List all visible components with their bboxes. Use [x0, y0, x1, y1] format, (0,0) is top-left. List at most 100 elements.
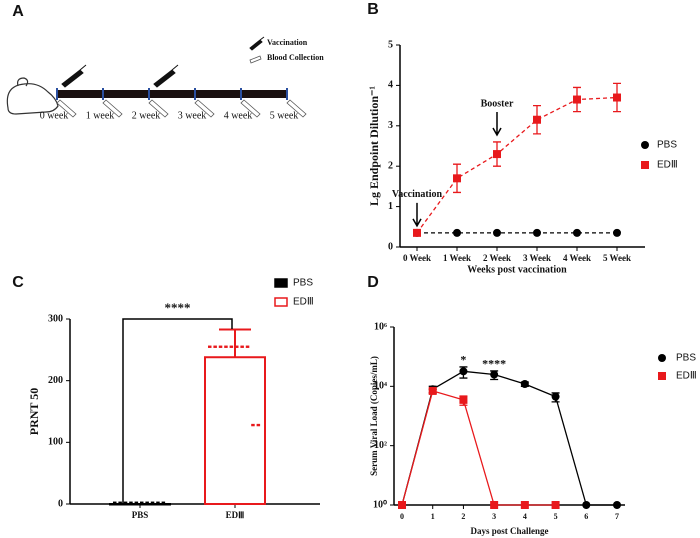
data-point: [235, 345, 239, 348]
y-tick-label: 1: [388, 201, 393, 212]
marker: [490, 501, 499, 509]
marker: [490, 370, 499, 379]
data-point: [129, 501, 133, 504]
y-tick-label: 4: [388, 80, 393, 91]
legend-label: EDⅢ: [657, 160, 678, 171]
annotation: *: [460, 353, 466, 367]
x-tick-label: 2 Week: [483, 253, 511, 263]
y-tick-label: 10²: [374, 440, 387, 451]
timeline-bar: [57, 90, 288, 98]
y-tick-label: 0: [58, 498, 63, 509]
annotation: Vaccination: [392, 189, 443, 200]
annotation: ****: [482, 357, 506, 371]
data-point: [229, 345, 234, 348]
panel-label: A: [12, 3, 24, 20]
data-point: [161, 501, 166, 504]
data-point: [134, 501, 139, 504]
week-label: 2 week: [132, 110, 161, 121]
x-tick-label: 3: [492, 512, 496, 521]
x-axis-label: Days post Challenge: [470, 526, 548, 536]
significance: ****: [165, 300, 191, 315]
panel-label: B: [367, 1, 379, 18]
legend-label: EDⅢ: [293, 297, 314, 308]
legend-swatch: [274, 297, 288, 307]
marker: [533, 228, 541, 237]
marker: [613, 501, 621, 509]
marker: [398, 501, 406, 509]
x-tick-label: 2: [461, 512, 465, 521]
y-tick-label: 0: [388, 241, 393, 252]
x-tick-label: 4: [523, 512, 527, 521]
collection-syringes: [56, 55, 307, 118]
y-tick-label: 10⁶: [374, 321, 387, 332]
y-axis-label: Lg Endpoint Dilution⁻¹: [367, 86, 381, 206]
x-tick-label: 1: [431, 512, 435, 521]
week-label: 4 week: [224, 110, 253, 121]
marker: [428, 386, 437, 395]
x-axis-label: Weeks post vaccination: [467, 264, 567, 275]
x-tick-label: 0 Week: [403, 253, 431, 263]
annotation-arrow: [492, 111, 502, 137]
data-point: [118, 501, 122, 504]
series-line: [401, 390, 556, 506]
bar: [204, 356, 266, 505]
week-ticks: [56, 88, 288, 100]
x-tick-label: 0: [400, 512, 404, 521]
marker: [520, 379, 529, 388]
x-tick-label: 4 Week: [563, 253, 591, 263]
legend-label: PBS: [293, 278, 313, 289]
x-tick-label: EDⅢ: [226, 510, 245, 520]
data-point: [150, 501, 155, 504]
legend-label: PBS: [676, 353, 696, 364]
mouse-icon: [6, 77, 59, 115]
marker: [533, 115, 541, 124]
y-tick-label: 2: [388, 160, 393, 171]
annotation: Booster: [481, 98, 514, 109]
x-tick-label: 7: [615, 512, 619, 521]
y-tick-label: 5: [388, 39, 393, 50]
data-point: [240, 345, 244, 348]
data-point: [213, 345, 217, 348]
marker: [573, 95, 581, 104]
marker: [459, 367, 468, 376]
x-tick-label: 5: [554, 512, 558, 521]
legend-label: Blood Collection: [267, 53, 324, 62]
marker: [582, 501, 591, 509]
x-tick-label: 6: [584, 512, 588, 521]
week-label: 5 week: [270, 110, 299, 121]
marker: [613, 228, 621, 237]
x-tick-label: 5 Week: [603, 253, 631, 263]
y-tick-label: 3: [388, 120, 393, 131]
y-axis-label: Serum Viral Load (Copies/mL): [369, 356, 379, 476]
y-tick-label: 200: [48, 375, 63, 386]
y-tick-label: 100: [48, 437, 63, 448]
marker: [641, 161, 649, 169]
marker: [658, 372, 666, 380]
legend-swatch: [274, 278, 288, 288]
y-axis-label: PRNT 50: [27, 388, 41, 435]
annotation-arrow: [412, 202, 422, 228]
x-tick-label: 3 Week: [523, 253, 551, 263]
bar: [109, 503, 171, 506]
marker: [413, 228, 421, 237]
marker: [613, 93, 621, 102]
panel-label: C: [12, 274, 24, 291]
series-line: [416, 96, 618, 234]
week-label: 3 week: [178, 110, 207, 121]
data-point: [123, 501, 128, 504]
week-label: 1 week: [86, 110, 115, 121]
panel-label: D: [367, 274, 379, 291]
x-tick-label: 1 Week: [443, 253, 471, 263]
legend-label: EDⅢ: [676, 371, 697, 382]
data-point: [156, 501, 160, 504]
data-point: [145, 501, 149, 504]
marker: [641, 141, 649, 149]
vaccination-syringes: [61, 36, 265, 88]
data-point: [113, 501, 117, 504]
legend-label: PBS: [657, 140, 677, 151]
legend-label: Vaccination: [267, 38, 308, 47]
panel-a: A Vaccination Blood Collection 0 week 1 …: [6, 3, 324, 121]
y-tick-label: 300: [48, 313, 63, 324]
x-tick-label: PBS: [132, 510, 149, 520]
